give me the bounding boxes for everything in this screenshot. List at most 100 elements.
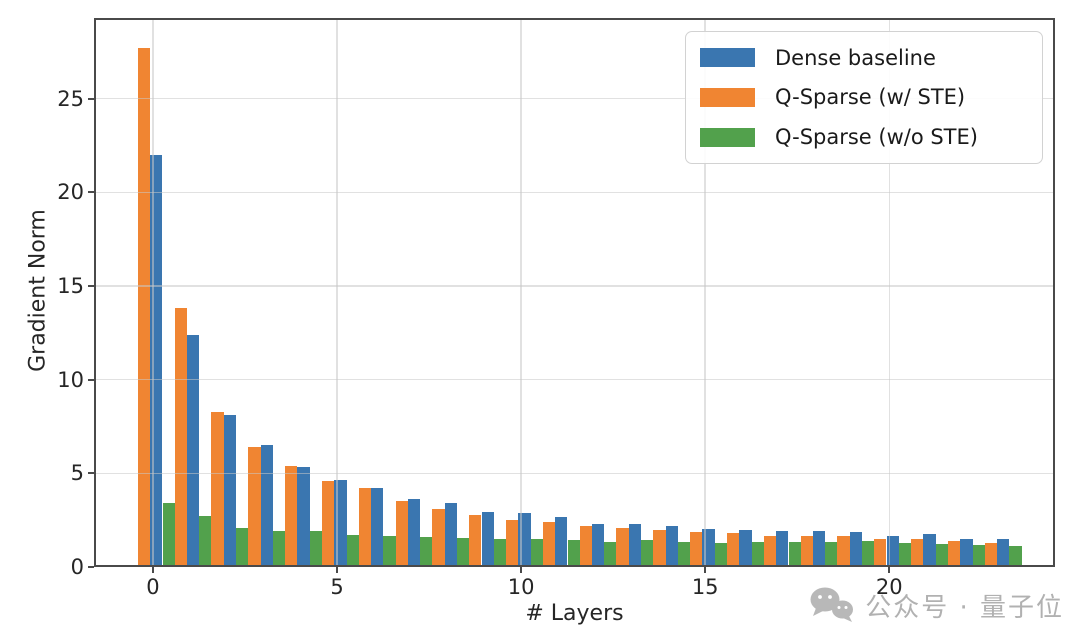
- bar-s0-layer-11: [555, 517, 568, 567]
- x-tick-label-0: 0: [146, 575, 160, 599]
- y-tick-label-5: 5: [70, 461, 84, 486]
- y-tick-25: [88, 97, 94, 100]
- bar-s2-layer-8: [457, 538, 470, 567]
- bar-s1-layer-6: [358, 488, 371, 567]
- watermark-text: 公众号 · 量子位: [865, 592, 1064, 623]
- legend-item-qsparse-ste: Q-Sparse (w/ STE): [700, 85, 1042, 109]
- bar-s1-layer-20: [874, 538, 887, 567]
- bar-s2-layer-5: [346, 535, 359, 567]
- bar-s0-layer-19: [849, 532, 863, 567]
- bar-s1-layer-7: [395, 500, 408, 567]
- bar-s1-layer-11: [542, 522, 556, 567]
- x-tick-label-20: 20: [875, 575, 903, 599]
- gridline-y-15: [94, 285, 1055, 287]
- gridline-y-25: [94, 97, 1055, 100]
- bar-s0-layer-12: [592, 523, 605, 567]
- gridline-y-20: [94, 191, 1055, 194]
- bar-s2-layer-14: [678, 541, 691, 567]
- bar-s2-layer-13: [641, 539, 654, 567]
- bar-s0-layer-13: [628, 523, 642, 567]
- bar-s0-layer-3: [260, 445, 273, 567]
- bar-s1-layer-12: [579, 525, 592, 567]
- bar-s0-layer-4: [297, 466, 310, 567]
- gridline-x-15: [704, 18, 706, 567]
- bar-s2-layer-1: [199, 516, 212, 567]
- x-tick-label-5: 5: [330, 575, 344, 599]
- gridline-x-20: [888, 18, 891, 567]
- bar-s1-layer-23: [984, 542, 997, 567]
- bar-s1-layer-10: [505, 520, 519, 567]
- x-tick-label-10: 10: [507, 575, 535, 599]
- bar-s2-layer-4: [309, 531, 323, 567]
- watermark: 公众号 · 量子位: [809, 586, 1064, 624]
- x-tick-15: [704, 567, 707, 573]
- bar-s2-layer-22: [972, 544, 985, 567]
- legend-swatch-qsparse-no-ste: [700, 127, 755, 147]
- bar-s0-layer-14: [665, 525, 678, 567]
- bar-s2-layer-19: [862, 540, 875, 567]
- bar-s1-layer-16: [726, 533, 740, 567]
- legend-swatch-qsparse-ste: [700, 87, 755, 107]
- y-tick-label-20: 20: [57, 180, 84, 205]
- bar-s2-layer-0: [162, 503, 175, 567]
- plot-area: [94, 18, 1055, 567]
- bar-s1-layer-1: [174, 308, 187, 567]
- y-tick-label-15: 15: [57, 273, 84, 298]
- bar-s0-layer-17: [776, 530, 789, 567]
- bar-s1-layer-18: [800, 536, 813, 567]
- y-tick-label-10: 10: [57, 367, 84, 392]
- bar-s2-layer-9: [493, 538, 507, 567]
- bar-s1-layer-21: [910, 538, 924, 567]
- x-tick-5: [336, 567, 338, 573]
- legend-swatch-dense-baseline: [700, 48, 755, 68]
- x-tick-20: [888, 567, 891, 573]
- bar-s0-layer-22: [960, 538, 973, 567]
- bar-s2-layer-20: [898, 542, 912, 567]
- bar-s0-layer-8: [444, 503, 458, 567]
- legend-label-qsparse-ste: Q-Sparse (w/ STE): [775, 85, 966, 110]
- x-tick-label-15: 15: [691, 575, 719, 599]
- bar-s0-layer-9: [481, 511, 494, 567]
- bar-s2-layer-6: [383, 536, 396, 567]
- legend-item-qsparse-no-ste: Q-Sparse (w/o STE): [700, 125, 1042, 149]
- y-tick-0: [88, 566, 94, 568]
- gridline-y-10: [94, 378, 1055, 381]
- bar-s1-layer-9: [469, 514, 482, 567]
- bar-s0-layer-1: [186, 334, 200, 567]
- bar-s0-layer-16: [739, 529, 752, 567]
- bar-s2-layer-15: [714, 542, 728, 567]
- bar-s0-layer-21: [923, 534, 936, 567]
- bar-s2-layer-17: [788, 541, 801, 567]
- bar-s1-layer-8: [432, 508, 445, 567]
- bar-s1-layer-19: [837, 536, 850, 567]
- bar-s0-layer-23: [997, 538, 1010, 567]
- bar-s2-layer-7: [420, 537, 433, 567]
- bar-s1-layer-17: [763, 536, 777, 567]
- y-tick-5: [88, 472, 94, 475]
- bar-s0-layer-6: [371, 488, 384, 567]
- bar-s2-layer-12: [604, 541, 617, 567]
- bar-s2-layer-2: [236, 527, 249, 567]
- bar-s1-layer-14: [653, 529, 666, 567]
- x-tick-0: [151, 567, 154, 573]
- bar-s2-layer-10: [530, 538, 544, 567]
- x-axis-label: # Layers: [525, 601, 624, 626]
- gridline-x-0: [152, 18, 154, 567]
- y-tick-10: [88, 378, 94, 381]
- bar-s2-layer-23: [1009, 545, 1022, 567]
- gridline-y-5: [94, 472, 1055, 475]
- bar-s0-layer-2: [223, 415, 237, 567]
- bar-s1-layer-4: [285, 465, 298, 567]
- bar-s2-layer-3: [273, 530, 286, 567]
- y-tick-label-0: 0: [70, 555, 84, 579]
- legend-item-dense-baseline: Dense baseline: [700, 46, 1042, 70]
- gridline-x-5: [336, 18, 338, 567]
- bar-s2-layer-11: [567, 539, 580, 567]
- bar-s2-layer-21: [935, 543, 949, 567]
- gridline-x-10: [520, 18, 522, 567]
- y-tick-label-25: 25: [57, 86, 84, 111]
- bar-s1-layer-5: [321, 480, 335, 567]
- y-tick-15: [88, 284, 94, 287]
- legend-label-dense-baseline: Dense baseline: [775, 45, 936, 70]
